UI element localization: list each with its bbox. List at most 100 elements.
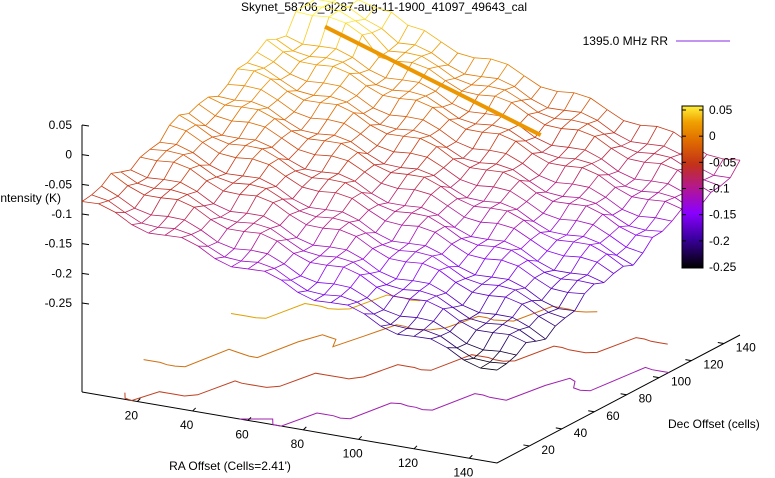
surface-segment: [489, 350, 501, 363]
surface-segment: [391, 224, 403, 242]
surface-segment: [494, 89, 505, 97]
surface-segment: [648, 199, 666, 202]
surface-segment: [140, 156, 158, 162]
surface-segment: [293, 99, 305, 113]
surface-segment: [430, 335, 441, 340]
surface-segment: [322, 217, 333, 229]
surface-segment: [329, 85, 341, 97]
surface-segment: [472, 148, 490, 151]
surface-segment: [320, 102, 338, 106]
colorbar-tick-label: -0.1: [709, 182, 730, 196]
y-tick: [620, 393, 627, 396]
surface-segment: [229, 194, 241, 212]
surface-segment: [386, 133, 404, 137]
surface-segment: [159, 124, 170, 143]
surface-segment: [184, 219, 202, 231]
surface-segment: [490, 207, 508, 212]
surface-segment: [530, 98, 548, 109]
surface-segment: [487, 223, 498, 240]
surface-segment: [507, 64, 525, 77]
surface-segment: [563, 241, 574, 257]
surface-segment: [336, 249, 347, 258]
surface-segment: [433, 320, 451, 332]
surface-segment: [563, 92, 575, 111]
surface-segment: [226, 173, 243, 177]
surface-segment: [469, 162, 480, 168]
surface-segment: [522, 163, 540, 176]
surface-segment: [276, 240, 294, 254]
surface-segment: [101, 185, 119, 197]
surface-segment: [559, 218, 577, 221]
surface-segment: [577, 274, 588, 281]
surface-segment: [613, 265, 624, 274]
surface-segment: [520, 239, 531, 250]
x-tick: [468, 454, 473, 459]
surface-segment: [309, 206, 326, 211]
surface-segment: [407, 174, 425, 178]
surface-segment: [457, 198, 475, 207]
surface-segment: [250, 233, 261, 251]
surface-segment: [345, 180, 355, 184]
surface-segment: [421, 52, 432, 57]
surface-segment: [574, 149, 586, 160]
surface-segment: [572, 183, 590, 188]
surface-segment: [271, 137, 282, 148]
surface-segment: [490, 361, 507, 364]
surface-segment: [657, 183, 669, 193]
surface-segment: [655, 201, 666, 218]
surface-segment: [449, 331, 467, 344]
x-tick-label: 140: [453, 465, 473, 478]
surface-segment: [537, 107, 548, 113]
z-axis-ticks: 0.05 0 -0.05 -0.1 -0.15 -0.2 -0.25: [45, 118, 90, 310]
surface-segment: [381, 182, 398, 189]
surface-segment: [469, 312, 480, 319]
z-tick: [81, 243, 90, 246]
surface-segment: [386, 278, 397, 286]
surface-segment: [446, 147, 464, 159]
surface-segment: [325, 48, 337, 58]
surface-segment: [274, 118, 285, 121]
surface-segment: [493, 171, 504, 188]
surface-segment: [284, 111, 295, 121]
surface-segment: [397, 25, 409, 44]
surface-segment: [378, 202, 389, 206]
surface-segment: [445, 78, 456, 81]
surface-segment: [350, 141, 368, 154]
surface-segment: [191, 234, 209, 247]
surface-segment: [331, 155, 349, 162]
surface-segment: [335, 48, 353, 58]
surface-segment: [472, 132, 483, 149]
surface-segment: [536, 191, 547, 194]
surface-segment: [349, 221, 367, 234]
surface-segment: [351, 198, 369, 211]
surface-segment: [449, 320, 461, 332]
surface-segment: [219, 152, 236, 159]
surface-segment: [141, 214, 152, 224]
surface-segment: [399, 91, 410, 99]
surface-segment: [508, 279, 526, 289]
surface-segment: [323, 283, 335, 296]
x-tick: [136, 398, 141, 402]
surface-segment: [410, 138, 421, 154]
surface-segment: [549, 231, 567, 236]
surface-segment: [183, 154, 201, 166]
surface-segment: [542, 201, 554, 214]
surface-segment: [431, 41, 442, 53]
surface-segment: [313, 82, 324, 96]
surface-segment: [283, 263, 301, 277]
x-tick-label: 60: [235, 427, 249, 441]
surface-segment: [333, 123, 345, 136]
surface-segment: [446, 347, 465, 361]
surface-segment: [454, 216, 465, 228]
surface-segment: [516, 342, 527, 356]
surface-segment: [411, 212, 429, 217]
surface-segment: [551, 288, 568, 293]
surface-segment: [291, 130, 309, 140]
surface-segment: [167, 216, 185, 221]
surface-segment: [358, 209, 369, 221]
surface-segment: [185, 124, 197, 132]
surface-segment: [581, 163, 592, 168]
surface-segment: [389, 114, 407, 117]
surface-segment: [297, 291, 315, 301]
